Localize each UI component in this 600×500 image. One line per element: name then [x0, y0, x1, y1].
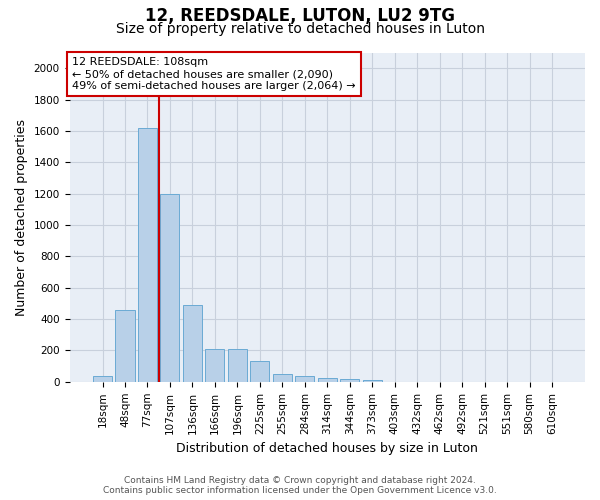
Bar	[273, 374, 292, 382]
Bar	[318, 378, 337, 382]
Text: Size of property relative to detached houses in Luton: Size of property relative to detached ho…	[115, 22, 485, 36]
Text: 12 REEDSDALE: 108sqm
← 50% of detached houses are smaller (2,090)
49% of semi-de: 12 REEDSDALE: 108sqm ← 50% of detached h…	[72, 58, 356, 90]
Y-axis label: Number of detached properties: Number of detached properties	[15, 118, 28, 316]
Text: 12, REEDSDALE, LUTON, LU2 9TG: 12, REEDSDALE, LUTON, LU2 9TG	[145, 8, 455, 26]
Text: Contains HM Land Registry data © Crown copyright and database right 2024.
Contai: Contains HM Land Registry data © Crown c…	[103, 476, 497, 495]
Bar	[115, 310, 134, 382]
X-axis label: Distribution of detached houses by size in Luton: Distribution of detached houses by size …	[176, 442, 478, 455]
Bar	[183, 305, 202, 382]
Bar	[340, 378, 359, 382]
Bar	[160, 194, 179, 382]
Bar	[138, 128, 157, 382]
Bar	[205, 349, 224, 382]
Bar	[362, 380, 382, 382]
Bar	[295, 376, 314, 382]
Bar	[93, 376, 112, 382]
Bar	[228, 349, 247, 382]
Bar	[250, 362, 269, 382]
